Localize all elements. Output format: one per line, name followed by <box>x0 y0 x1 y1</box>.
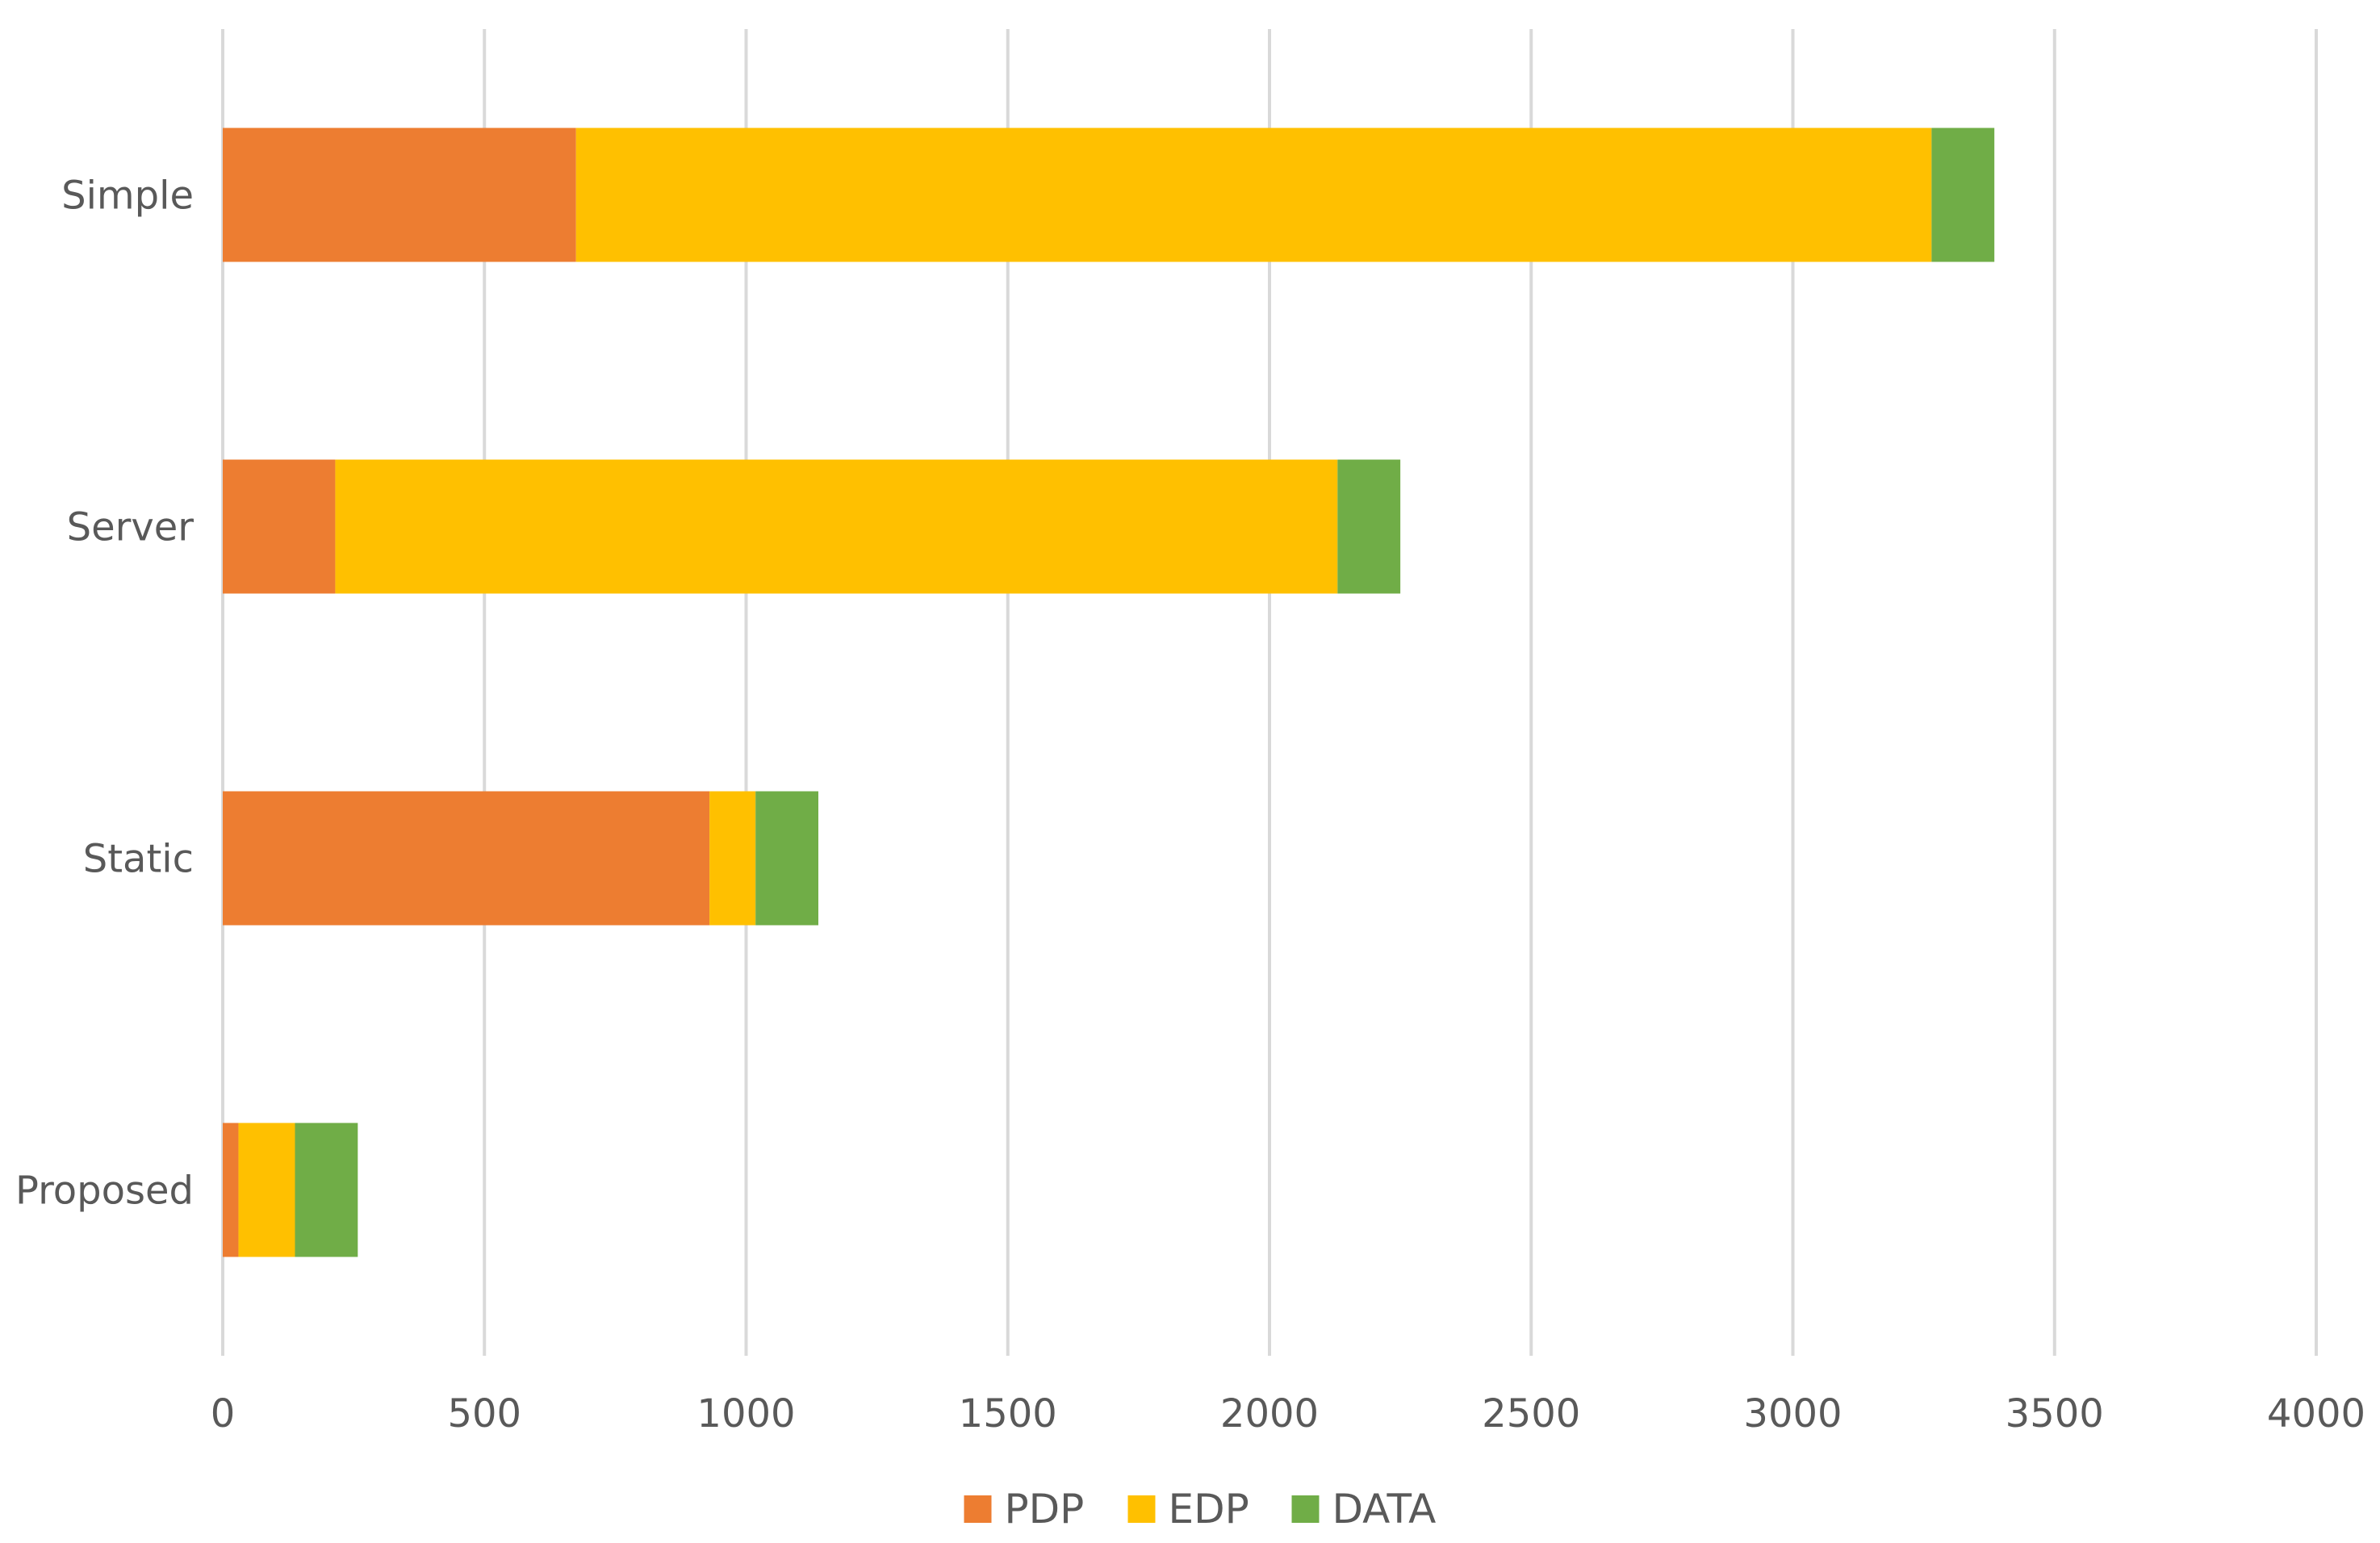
bars <box>223 128 1995 1257</box>
x-tick-label: 500 <box>447 1391 521 1436</box>
bar-simple-edp <box>575 128 1932 262</box>
x-tick-label: 3000 <box>1743 1391 1842 1436</box>
x-tick-label: 1000 <box>696 1391 795 1436</box>
bar-static-pdp <box>223 791 710 926</box>
bar-static-data <box>755 791 818 926</box>
legend-swatch-pdp <box>964 1495 992 1523</box>
x-tick-label: 3500 <box>2006 1391 2104 1436</box>
bar-proposed-pdp <box>223 1123 239 1257</box>
legend: PDP EDP DATA <box>964 1486 1437 1533</box>
bar-static-edp <box>709 791 756 926</box>
x-tick-label: 2000 <box>1220 1391 1319 1436</box>
bar-server-edp <box>335 459 1338 594</box>
legend-label-pdp: PDP <box>1005 1486 1085 1533</box>
x-tick-labels: 0 500 1000 1500 2000 2500 3000 3500 4000 <box>211 1391 2365 1436</box>
bar-simple-data <box>1931 128 1995 262</box>
legend-label-data: DATA <box>1332 1486 1437 1533</box>
category-label: Server <box>67 505 194 550</box>
bar-server-pdp <box>223 459 336 594</box>
category-label: Static <box>83 837 194 882</box>
bar-simple-pdp <box>223 128 576 262</box>
x-tick-label: 2500 <box>1482 1391 1580 1436</box>
x-tick-label: 1500 <box>959 1391 1057 1436</box>
bar-proposed-data <box>295 1123 358 1257</box>
category-label: Proposed <box>15 1169 194 1214</box>
category-label: Simple <box>61 174 194 219</box>
legend-label-edp: EDP <box>1169 1486 1249 1533</box>
bar-proposed-edp <box>238 1123 295 1257</box>
legend-swatch-edp <box>1127 1495 1156 1523</box>
bar-server-data <box>1337 459 1401 594</box>
x-tick-label: 4000 <box>2267 1391 2365 1436</box>
legend-swatch-data <box>1291 1495 1320 1523</box>
category-labels: Simple Server Static Proposed <box>15 174 194 1214</box>
x-tick-label: 0 <box>211 1391 236 1436</box>
